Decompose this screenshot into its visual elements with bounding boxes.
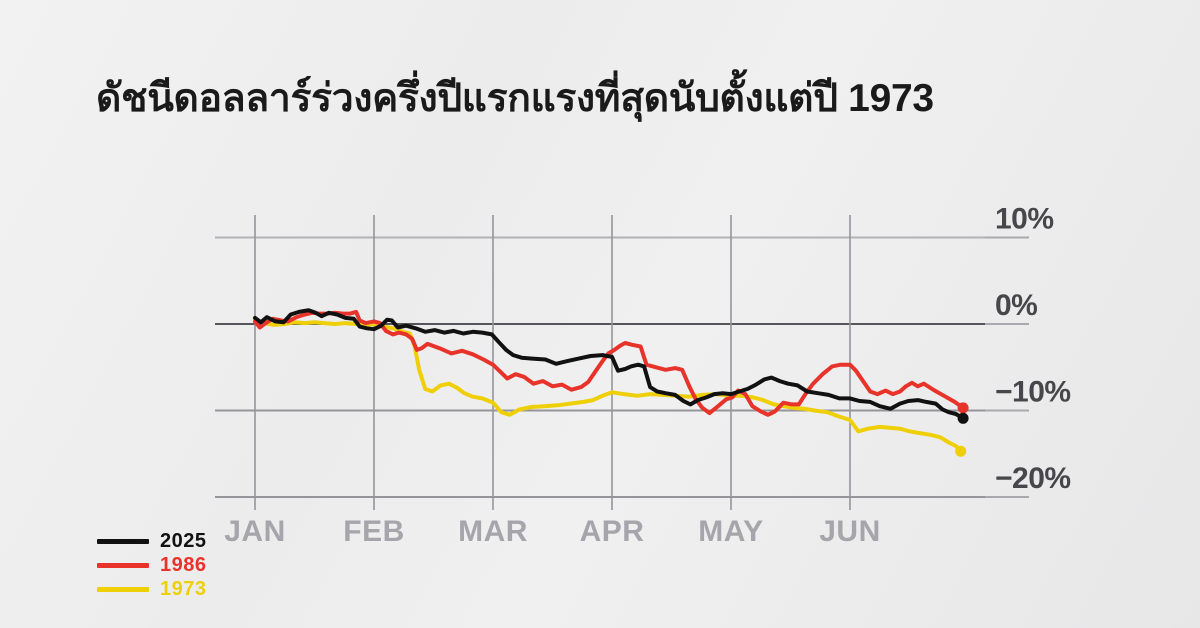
legend-item-1973: 1973 — [97, 577, 207, 601]
series-line-1986 — [253, 309, 966, 417]
ytick-label: −20% — [995, 462, 1071, 495]
month-label: JUN — [819, 515, 881, 548]
month-label: MAY — [698, 515, 763, 548]
ytick-label: −10% — [995, 376, 1071, 409]
ytick-label: 0% — [995, 289, 1037, 322]
chart-legend: 2025 1986 1973 — [97, 529, 207, 601]
series-line-1973 — [253, 317, 963, 454]
chart-title: ดัชนีดอลลาร์ร่วงครึ่งปีแรกแรงที่สุดนับตั… — [96, 77, 934, 120]
ytick-label: 10% — [995, 203, 1054, 236]
legend-label: 1973 — [160, 578, 207, 600]
series-endpoint-1973 — [955, 445, 967, 457]
month-label: JAN — [224, 515, 286, 548]
legend-swatch-line — [97, 586, 149, 592]
legend-item-1986: 1986 — [97, 553, 207, 577]
legend-swatch-line — [97, 538, 149, 544]
month-label: APR — [580, 515, 645, 548]
series-endpoint-2025 — [957, 412, 969, 424]
series-line-2025 — [253, 308, 966, 421]
legend-label: 1986 — [160, 554, 207, 576]
series-endpoint-1986 — [957, 402, 969, 414]
legend-swatch-line — [97, 562, 149, 568]
legend-label: 2025 — [160, 530, 207, 552]
month-label: MAR — [458, 515, 528, 548]
month-label: FEB — [343, 515, 405, 548]
legend-item-2025: 2025 — [97, 529, 207, 553]
